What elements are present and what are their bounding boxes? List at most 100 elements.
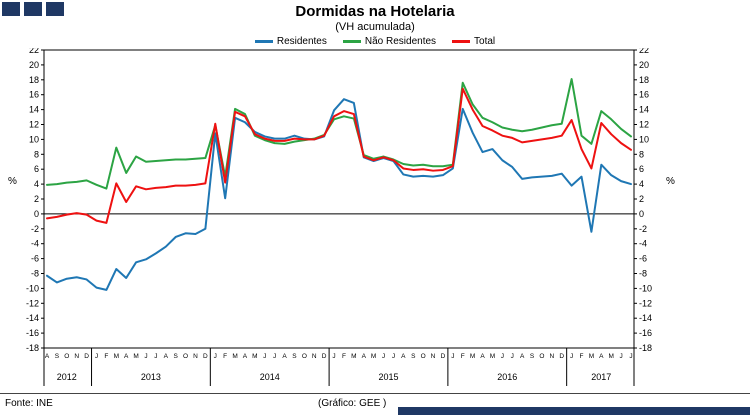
svg-text:N: N: [74, 353, 79, 360]
svg-text:A: A: [164, 353, 169, 360]
legend-item: Não Residentes: [342, 35, 437, 47]
svg-text:12: 12: [639, 120, 649, 130]
svg-text:D: D: [203, 353, 208, 360]
svg-text:A: A: [401, 353, 406, 360]
svg-text:F: F: [342, 353, 346, 360]
logo-square: [2, 2, 20, 16]
logo: [2, 2, 64, 16]
legend-item: Residentes: [254, 35, 327, 47]
svg-text:F: F: [223, 353, 227, 360]
year-label: 2016: [497, 372, 517, 382]
svg-text:-6: -6: [639, 254, 647, 264]
svg-text:D: D: [559, 353, 564, 360]
bottom-bar: [398, 407, 750, 415]
year-label: 2013: [141, 372, 161, 382]
svg-text:0: 0: [639, 209, 644, 219]
svg-text:M: M: [114, 353, 119, 360]
svg-text:D: D: [441, 353, 446, 360]
svg-text:M: M: [608, 353, 613, 360]
svg-text:J: J: [154, 353, 157, 360]
svg-text:O: O: [64, 353, 69, 360]
svg-text:J: J: [263, 353, 266, 360]
svg-text:-2: -2: [639, 224, 647, 234]
svg-text:6: 6: [639, 164, 644, 174]
svg-text:M: M: [371, 353, 376, 360]
svg-text:A: A: [45, 353, 50, 360]
svg-text:M: M: [589, 353, 594, 360]
svg-text:-18: -18: [639, 343, 652, 353]
svg-text:A: A: [520, 353, 525, 360]
svg-text:A: A: [243, 353, 248, 360]
svg-text:8: 8: [639, 149, 644, 159]
svg-text:O: O: [183, 353, 188, 360]
legend-label: Total: [474, 35, 496, 47]
svg-text:-10: -10: [639, 283, 652, 293]
svg-text:M: M: [470, 353, 475, 360]
svg-text:-16: -16: [639, 328, 652, 338]
svg-text:D: D: [84, 353, 89, 360]
svg-text:S: S: [292, 353, 297, 360]
chart-header: Dormidas na Hotelaria (VH acumulada) Res…: [0, 0, 750, 48]
svg-text:J: J: [273, 353, 276, 360]
svg-text:16: 16: [639, 90, 649, 100]
svg-text:18: 18: [29, 75, 39, 85]
svg-text:J: J: [95, 353, 98, 360]
svg-text:S: S: [174, 353, 179, 360]
svg-text:J: J: [629, 353, 632, 360]
svg-text:2: 2: [34, 194, 39, 204]
svg-text:J: J: [511, 353, 514, 360]
svg-text:J: J: [451, 353, 454, 360]
svg-text:D: D: [322, 353, 327, 360]
svg-text:S: S: [55, 353, 60, 360]
svg-text:14: 14: [29, 105, 39, 115]
series-line-1: [46, 78, 632, 190]
svg-text:-16: -16: [26, 328, 39, 338]
svg-text:-4: -4: [639, 239, 647, 249]
svg-text:20: 20: [639, 60, 649, 70]
svg-text:-4: -4: [31, 239, 39, 249]
logo-square: [46, 2, 64, 16]
svg-text:18: 18: [639, 75, 649, 85]
svg-text:A: A: [599, 353, 604, 360]
chart-subtitle: (VH acumulada): [335, 21, 415, 33]
legend-swatch: [254, 39, 273, 43]
svg-text:M: M: [351, 353, 356, 360]
svg-text:J: J: [392, 353, 395, 360]
series-line-0: [46, 98, 632, 291]
svg-text:A: A: [362, 353, 367, 360]
year-label: 2017: [591, 372, 611, 382]
series-line-2: [46, 87, 632, 224]
svg-text:-8: -8: [639, 269, 647, 279]
legend-label: Residentes: [276, 35, 327, 47]
svg-text:S: S: [411, 353, 416, 360]
svg-text:-12: -12: [639, 298, 652, 308]
svg-text:S: S: [530, 353, 535, 360]
svg-text:O: O: [539, 353, 544, 360]
svg-text:16: 16: [29, 90, 39, 100]
svg-text:22: 22: [29, 48, 39, 55]
svg-text:-10: -10: [26, 283, 39, 293]
year-label: 2012: [57, 372, 77, 382]
svg-text:-12: -12: [26, 298, 39, 308]
legend: Residentes Não Residentes Total: [0, 34, 750, 48]
svg-text:O: O: [421, 353, 426, 360]
svg-text:N: N: [431, 353, 436, 360]
svg-text:J: J: [214, 353, 217, 360]
legend-item: Total: [452, 36, 495, 47]
svg-text:N: N: [312, 353, 317, 360]
legend-swatch: [342, 39, 361, 43]
svg-text:J: J: [332, 353, 335, 360]
svg-text:8: 8: [34, 149, 39, 159]
logo-square: [24, 2, 42, 16]
svg-text:F: F: [461, 353, 465, 360]
svg-text:M: M: [232, 353, 237, 360]
plot-frame: [43, 49, 635, 349]
svg-text:N: N: [193, 353, 198, 360]
source-note: Fonte: INE: [5, 398, 53, 409]
legend-label: Não Residentes: [364, 35, 437, 47]
svg-text:O: O: [302, 353, 307, 360]
svg-text:F: F: [580, 353, 584, 360]
svg-text:-6: -6: [31, 254, 39, 264]
svg-text:J: J: [144, 353, 147, 360]
svg-text:M: M: [252, 353, 257, 360]
